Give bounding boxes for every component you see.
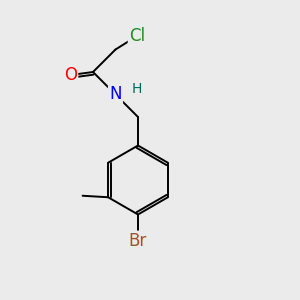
Text: Br: Br	[129, 232, 147, 250]
Text: Cl: Cl	[129, 27, 145, 45]
Text: O: O	[64, 66, 77, 84]
Text: N: N	[109, 85, 122, 103]
Text: H: H	[132, 82, 142, 96]
